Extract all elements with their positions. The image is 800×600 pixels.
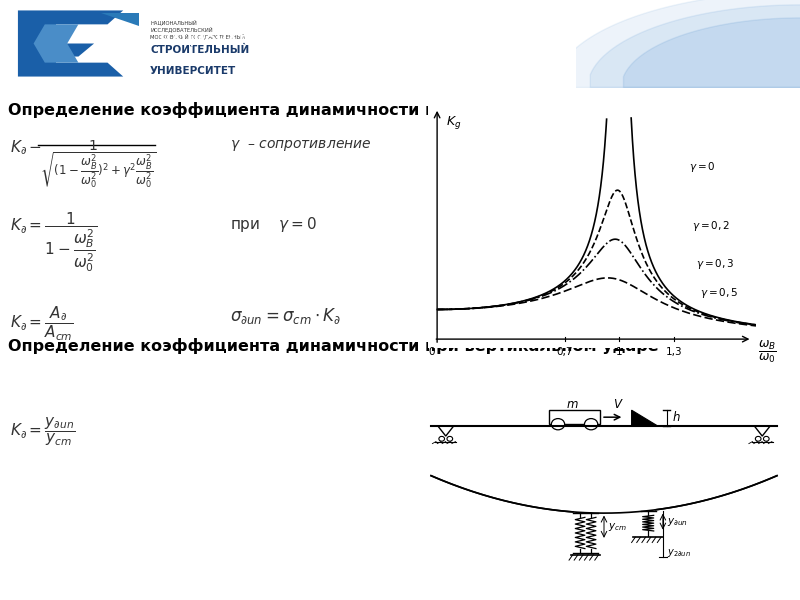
Text: НАЦИОНАЛЬНЫЙ
ИССЛЕДОВАТЕЛЬСКИЙ
МОСКОВСКИЙ ГОСУДАРСТВЕННЫЙ: НАЦИОНАЛЬНЫЙ ИССЛЕДОВАТЕЛЬСКИЙ МОСКОВСКИ… — [150, 19, 246, 40]
Text: 1: 1 — [616, 347, 622, 358]
Text: m: m — [567, 398, 578, 410]
Text: $1$: $1$ — [88, 139, 98, 153]
Circle shape — [585, 419, 598, 430]
Text: $K_{\partial} = \dfrac{A_{\partial}}{A_{cm}}$: $K_{\partial} = \dfrac{A_{\partial}}{A_{… — [10, 305, 74, 343]
Text: $\dfrac{\omega_B}{\omega_0}$: $\dfrac{\omega_B}{\omega_0}$ — [758, 340, 777, 365]
Text: $K_{\partial} = \dfrac{1}{1-\dfrac{\omega_B^2}{\omega_0^2}}$: $K_{\partial} = \dfrac{1}{1-\dfrac{\omeg… — [10, 210, 98, 274]
Text: $\gamma$  – сопротивление: $\gamma$ – сопротивление — [230, 138, 371, 153]
Text: $\gamma=0$: $\gamma=0$ — [689, 160, 715, 174]
Text: h: h — [672, 412, 679, 424]
Text: 0: 0 — [428, 347, 435, 358]
Text: $\sqrt{(1-\dfrac{\omega_B^2}{\omega_0^2})^2+\gamma^2\dfrac{\omega_B^2}{\omega_0^: $\sqrt{(1-\dfrac{\omega_B^2}{\omega_0^2}… — [40, 150, 157, 190]
Text: СТРОИТЕЛЬНЫЙ: СТРОИТЕЛЬНЫЙ — [150, 45, 250, 55]
Text: $\sigma_{\partial un} = \sigma_{cm} \cdot K_{\partial}$: $\sigma_{\partial un} = \sigma_{cm} \cdo… — [230, 307, 341, 326]
Text: Определение коэффициента динамичности при колебаниях: Определение коэффициента динамичности пр… — [8, 102, 574, 118]
Text: $y_{\partial un}$: $y_{\partial un}$ — [666, 515, 687, 527]
Text: $K_{\partial}$: $K_{\partial}$ — [10, 138, 27, 157]
Text: V: V — [614, 398, 622, 410]
Text: $\gamma=0,5$: $\gamma=0,5$ — [699, 286, 738, 300]
Text: $y_{2\partial un}$: $y_{2\partial un}$ — [667, 547, 691, 559]
Text: $\gamma=0,3$: $\gamma=0,3$ — [696, 257, 734, 271]
Text: $K_{\partial} = \dfrac{y_{\partial un}}{y_{cm}}$: $K_{\partial} = \dfrac{y_{\partial un}}{… — [10, 415, 75, 448]
Text: $\gamma=0,2$: $\gamma=0,2$ — [692, 220, 730, 233]
Text: Определение коэффициента динамичности при вертикальном ударе: Определение коэффициента динамичности пр… — [8, 338, 658, 354]
Text: НАЦИОНАЛЬНЫЙ ИССЛЕДОВАТЕЛЬСКИЙ МОСКОВСКИЙ ГОСУДАРСТВЕННЫЙ: НАЦИОНАЛЬНЫЙ ИССЛЕДОВАТЕЛЬСКИЙ МОСКОВСКИ… — [159, 32, 750, 46]
Text: 1,3: 1,3 — [666, 347, 682, 358]
Polygon shape — [18, 10, 123, 77]
Polygon shape — [101, 13, 139, 26]
Text: $-$: $-$ — [28, 138, 41, 153]
Text: $y_{cm}$: $y_{cm}$ — [608, 521, 626, 533]
Polygon shape — [34, 25, 78, 62]
Text: при    $\gamma = 0$: при $\gamma = 0$ — [230, 215, 318, 234]
Text: СТРОИТЕЛЬНЫЙ   УНИВЕРСИТЕТ: СТРОИТЕЛЬНЫЙ УНИВЕРСИТЕТ — [330, 61, 579, 74]
Bar — [549, 410, 600, 424]
Polygon shape — [632, 410, 658, 426]
Circle shape — [551, 419, 565, 430]
Text: 0,7: 0,7 — [557, 347, 573, 358]
Text: УНИВЕРСИТЕТ: УНИВЕРСИТЕТ — [150, 66, 236, 76]
Text: $K_g$: $K_g$ — [446, 114, 462, 131]
